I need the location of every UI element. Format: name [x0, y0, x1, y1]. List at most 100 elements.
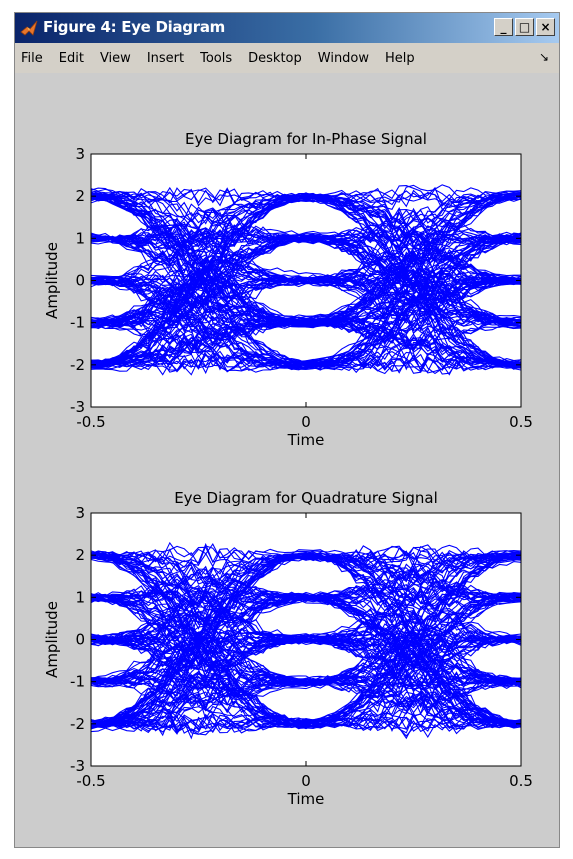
eye-trace — [91, 196, 521, 369]
eye-trace — [91, 317, 521, 364]
x-axis-label: Time — [287, 790, 325, 808]
eye-trace — [91, 321, 521, 367]
x-tick-label: 0 — [301, 413, 311, 431]
y-tick-label: 2 — [75, 546, 85, 564]
eye-traces — [91, 184, 521, 376]
eye-trace — [91, 555, 521, 725]
eye-trace — [91, 640, 521, 729]
menu-view[interactable]: View — [99, 50, 131, 66]
eye-trace — [91, 196, 521, 326]
eye-trace — [91, 594, 521, 683]
eye-trace — [91, 271, 521, 292]
eye-trace — [91, 632, 521, 728]
maximize-button[interactable]: □ — [515, 18, 534, 36]
figure-canvas: 3 2 1 0 -1 -2 -3 -0.5 0 0.5 Eye Diagram for In-Pha… — [15, 73, 559, 847]
maximize-icon: □ — [518, 20, 531, 34]
eye-trace — [91, 554, 521, 726]
y-tick-label: 2 — [75, 187, 85, 205]
close-button[interactable]: × — [536, 18, 555, 36]
y-tick-label: 1 — [75, 229, 85, 247]
eye-trace — [91, 282, 521, 370]
eye-trace — [91, 196, 521, 248]
eye-trace — [91, 596, 521, 726]
eye-trace — [91, 234, 521, 331]
eye-trace — [91, 594, 521, 690]
y-tick-label: -3 — [70, 757, 85, 775]
eye-trace — [91, 319, 521, 365]
eye-trace — [91, 190, 521, 364]
eye-trace — [91, 236, 521, 368]
eye-trace — [91, 553, 521, 601]
y-tick-label: -1 — [70, 673, 85, 691]
eye-trace — [91, 554, 521, 685]
eye-trace — [91, 282, 521, 373]
eye-plot-quadrature: 3 2 1 0 -1 -2 -3-0.5 0 0.5 Eye Diagram for Quadra… — [43, 489, 533, 808]
menu-help[interactable]: Help — [385, 50, 415, 66]
eye-trace — [91, 633, 521, 722]
eye-trace — [91, 233, 521, 373]
x-tick-label: -0.5 — [76, 772, 105, 790]
eye-trace — [91, 554, 521, 726]
eye-trace — [91, 229, 521, 251]
eye-trace — [91, 632, 521, 656]
y-tick-label: 3 — [75, 504, 85, 522]
eye-trace — [91, 273, 521, 327]
window-title: Figure 4: Eye Diagram — [43, 18, 225, 36]
plot-title: Eye Diagram for In-Phase Signal — [185, 130, 427, 148]
y-tick-label: 3 — [75, 145, 85, 163]
minimize-button[interactable]: _ — [494, 18, 513, 36]
eye-trace — [91, 320, 521, 371]
arrow-icon[interactable]: ↘ — [538, 50, 549, 64]
y-tick-label: -1 — [70, 314, 85, 332]
eye-trace — [91, 558, 521, 730]
eye-trace — [91, 542, 521, 598]
eye-trace — [91, 198, 521, 329]
eye-trace — [91, 232, 521, 321]
eye-trace — [91, 595, 521, 733]
menu-desktop[interactable]: Desktop — [248, 50, 302, 66]
eye-trace — [91, 592, 521, 723]
eye-trace — [91, 556, 521, 730]
y-tick-label: -2 — [70, 715, 85, 733]
eye-traces — [91, 541, 521, 740]
close-icon: × — [540, 20, 551, 34]
y-tick-label: 0 — [75, 631, 85, 649]
eye-trace — [91, 595, 521, 734]
eye-trace — [91, 186, 521, 240]
eye-trace — [91, 636, 521, 730]
minimize-icon: _ — [500, 20, 507, 34]
eye-trace — [91, 550, 521, 680]
matlab-icon — [20, 20, 38, 36]
x-tick-label: 0.5 — [509, 413, 533, 431]
eye-trace — [91, 234, 521, 291]
menu-tools[interactable]: Tools — [200, 50, 233, 66]
y-tick-label: 0 — [75, 272, 85, 290]
menu-edit[interactable]: Edit — [58, 50, 84, 66]
menu-bar: File Edit View Insert Tools Desktop Wind… — [15, 43, 559, 73]
y-axis-label: Amplitude — [43, 242, 61, 319]
menu-insert[interactable]: Insert — [146, 50, 185, 66]
eye-trace — [91, 323, 521, 376]
title-bar[interactable]: Figure 4: Eye Diagram _ □ × — [15, 13, 559, 43]
eye-trace — [91, 597, 521, 728]
x-tick-label: 0 — [301, 772, 311, 790]
eye-trace — [91, 597, 521, 727]
eye-trace — [91, 278, 521, 375]
menu-file[interactable]: File — [21, 50, 43, 66]
menu-window[interactable]: Window — [317, 50, 370, 66]
eye-trace — [91, 189, 521, 286]
eye-trace — [91, 551, 521, 681]
y-tick-label: -3 — [70, 398, 85, 416]
x-tick-label: 0.5 — [509, 772, 533, 790]
eye-plot-in-phase: 3 2 1 0 -1 -2 -3-0.5 0 0.5 Eye Diagram for In-Pha… — [43, 130, 533, 449]
eye-trace — [91, 549, 521, 680]
y-axis-label: Amplitude — [43, 601, 61, 678]
eye-trace — [91, 598, 521, 728]
eye-trace — [91, 238, 521, 376]
plot-title: Eye Diagram for Quadrature Signal — [174, 489, 438, 507]
y-tick-label: -2 — [70, 356, 85, 374]
x-tick-label: -0.5 — [76, 413, 105, 431]
figure-window: Figure 4: Eye Diagram _ □ × File Edit Vi… — [14, 12, 560, 848]
eye-trace — [91, 280, 521, 369]
